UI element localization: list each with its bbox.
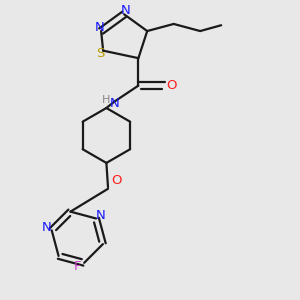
Text: N: N — [109, 97, 119, 110]
Text: N: N — [121, 4, 130, 17]
Text: N: N — [42, 220, 52, 234]
Text: H: H — [102, 95, 110, 105]
Text: O: O — [167, 79, 177, 92]
Text: N: N — [94, 21, 104, 34]
Text: F: F — [74, 260, 82, 272]
Text: O: O — [111, 174, 121, 187]
Text: N: N — [96, 209, 106, 222]
Text: S: S — [96, 47, 105, 60]
